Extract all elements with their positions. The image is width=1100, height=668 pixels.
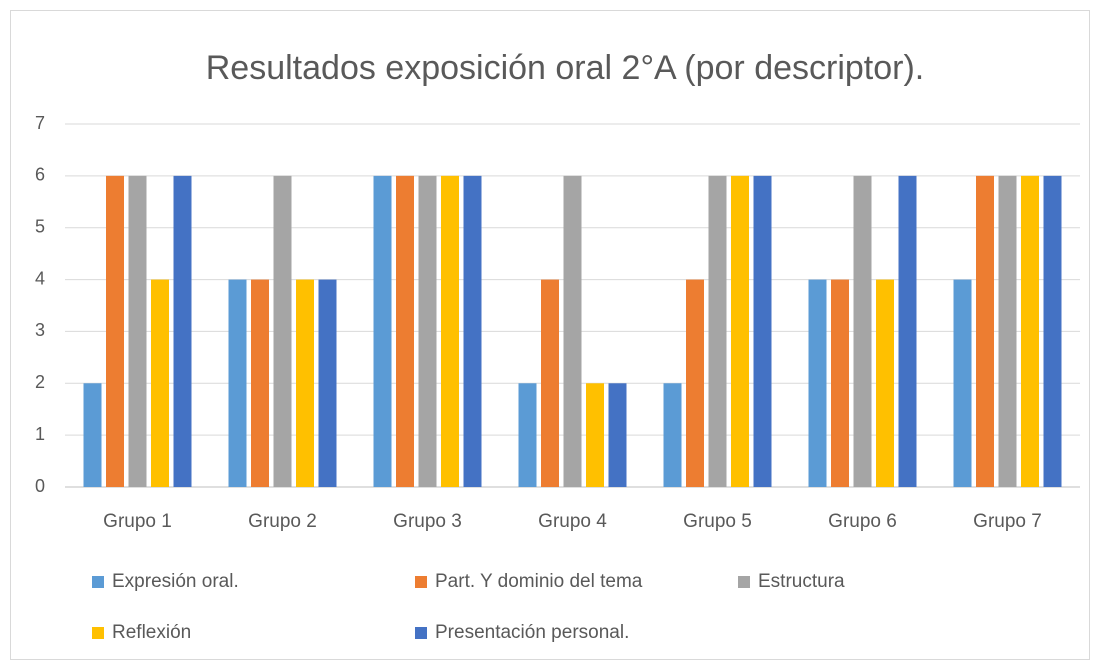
bar [708, 175, 727, 487]
x-tick-label: Grupo 2 [248, 511, 317, 532]
bar [83, 383, 102, 487]
bar [541, 279, 559, 487]
y-tick-label: 6 [35, 165, 45, 185]
y-tick-label: 7 [35, 113, 45, 133]
legend-label: Expresión oral. [112, 571, 239, 592]
y-tick-label: 1 [35, 424, 45, 444]
x-tick-label: Grupo 5 [683, 511, 752, 532]
bar [831, 279, 849, 487]
legend-label: Part. Y dominio del tema [435, 571, 643, 592]
bar [753, 175, 772, 487]
bar [396, 175, 414, 487]
bar [876, 279, 894, 487]
bar [731, 175, 749, 487]
bar [663, 383, 682, 487]
legend-label: Estructura [758, 571, 845, 592]
legend-swatch [415, 627, 427, 639]
legend-label: Presentación personal. [435, 622, 629, 643]
bar [273, 175, 292, 487]
legend-swatch [415, 576, 427, 588]
bar [1043, 175, 1062, 487]
y-tick-label: 3 [35, 320, 45, 340]
bar [228, 279, 247, 487]
legend-label: Reflexión [112, 622, 191, 643]
bar [463, 175, 482, 487]
legend-swatch [92, 576, 104, 588]
bar [251, 279, 269, 487]
x-tick-label: Grupo 6 [828, 511, 897, 532]
x-tick-label: Grupo 3 [393, 511, 462, 532]
bar [853, 175, 872, 487]
legend-swatch [92, 627, 104, 639]
bar [953, 279, 972, 487]
bar [586, 383, 604, 487]
y-tick-label: 5 [35, 216, 45, 236]
bar [151, 279, 169, 487]
bar [518, 383, 537, 487]
y-tick-label: 0 [35, 476, 45, 496]
bar [318, 279, 337, 487]
bar [418, 175, 437, 487]
x-tick-label: Grupo 7 [973, 511, 1042, 532]
bar [998, 175, 1017, 487]
bar [128, 175, 147, 487]
y-tick-label: 2 [35, 372, 45, 392]
bar [1021, 175, 1039, 487]
bar [296, 279, 314, 487]
y-tick-label: 4 [35, 268, 45, 288]
bar [898, 175, 917, 487]
bar [373, 175, 392, 487]
bar [441, 175, 459, 487]
x-tick-label: Grupo 4 [538, 511, 607, 532]
bar [563, 175, 582, 487]
chart-title: Resultados exposición oral 2°A (por desc… [206, 49, 925, 87]
bar [686, 279, 704, 487]
x-tick-label: Grupo 1 [103, 511, 172, 532]
bar [173, 175, 192, 487]
legend-swatch [738, 576, 750, 588]
bar [976, 175, 994, 487]
bar [808, 279, 827, 487]
bar [106, 175, 124, 487]
bar [608, 383, 627, 487]
